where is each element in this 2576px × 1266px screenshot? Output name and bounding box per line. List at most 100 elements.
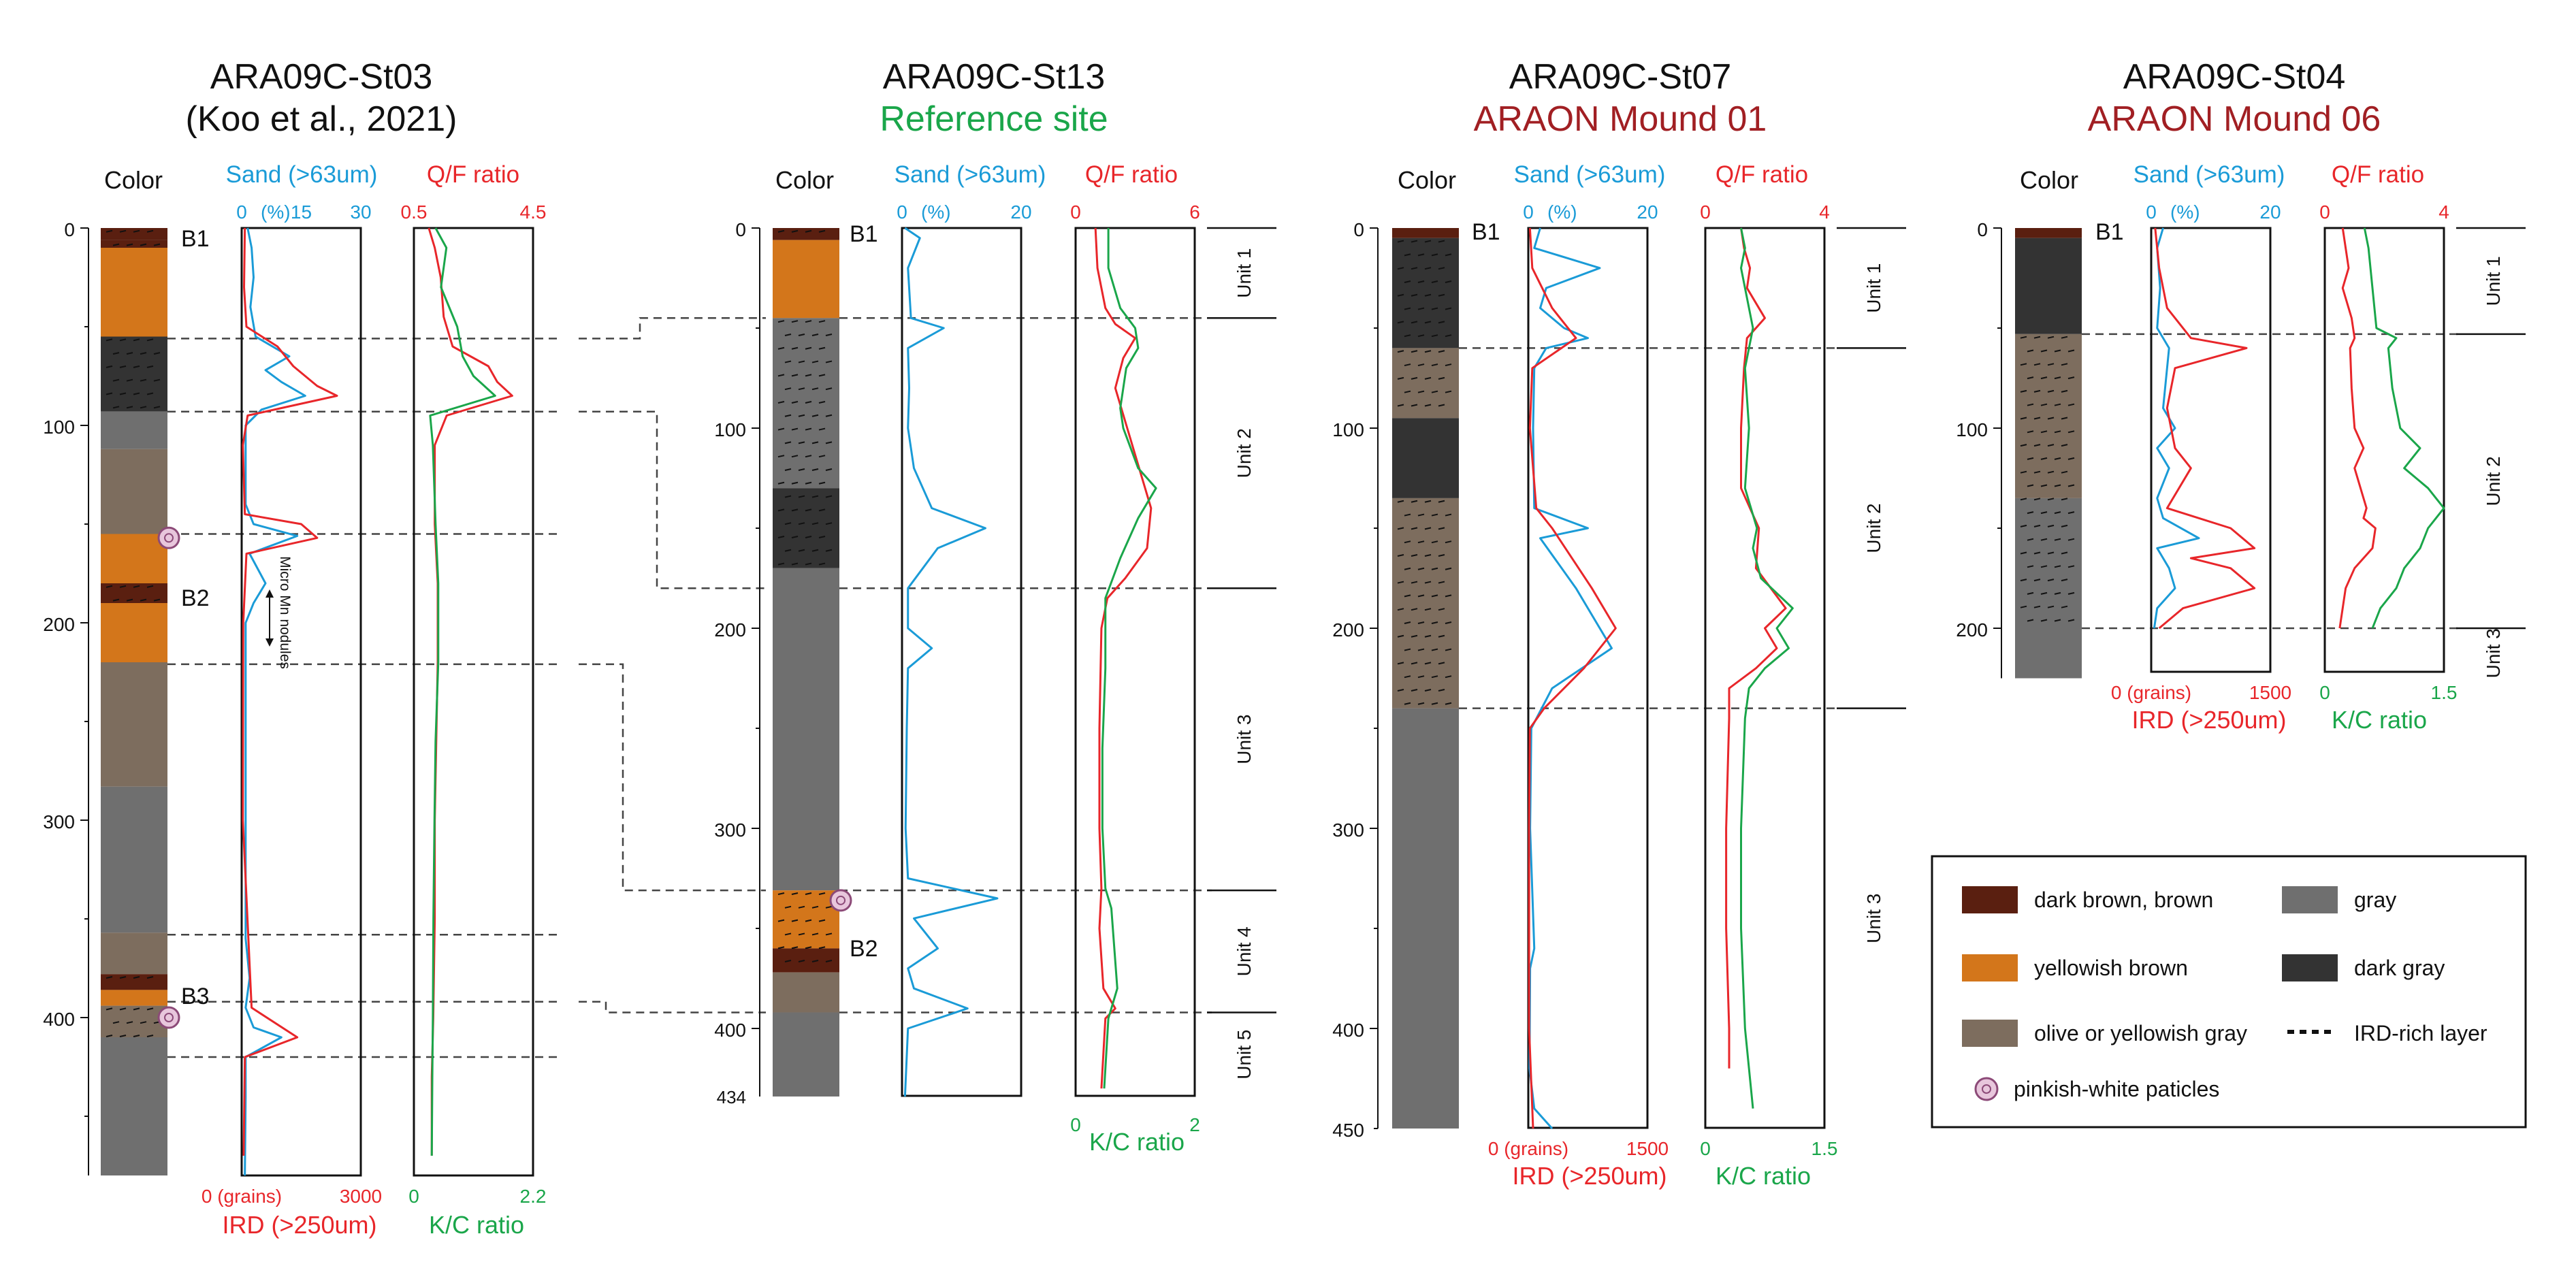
st13-ird-dash: [805, 481, 812, 485]
st03-ird-dash: [133, 365, 140, 368]
st13-ird-dash: [811, 441, 819, 444]
st03-ird-dash: [133, 392, 140, 395]
st07-ird-dash: [1424, 404, 1432, 407]
st07-sand-tick-0: 0: [1523, 201, 1534, 223]
st13-ird-dash: [811, 334, 819, 336]
core-st04-lithology: [2015, 228, 2082, 679]
st07-ird-dash: [1445, 390, 1452, 393]
st13-ird-dash: [818, 508, 826, 512]
st03-ird-dash: [106, 365, 113, 368]
st07-ird-dash: [1445, 675, 1452, 679]
st07-depth-label-0: 0: [1353, 219, 1364, 240]
st13-ird-dash: [777, 946, 785, 950]
legend-dash-5: [2287, 1030, 2294, 1034]
st13-ird-dash: [784, 414, 792, 417]
st03-ird-dash: [106, 338, 113, 342]
st13-ird-dash: [805, 562, 812, 566]
st13-ird-dash: [777, 562, 785, 566]
st03-ird-dash: [140, 406, 147, 409]
st04-ird-dash: [2040, 349, 2048, 353]
st04-ird-dash: [2040, 511, 2048, 515]
st07-ird-dash: [1445, 702, 1452, 705]
st13-ird-dash: [805, 229, 812, 233]
st04-ird-dash: [2054, 430, 2061, 434]
st07-ird-dash: [1411, 267, 1418, 270]
st07-lith-layer-2: [1392, 348, 1459, 419]
st07-ird-dash: [1397, 662, 1404, 665]
st03-ird-dash: [106, 1035, 113, 1037]
st13-ird-dash: [777, 427, 785, 431]
st04-ird-dash: [2040, 538, 2048, 541]
st07-ird-dash: [1411, 608, 1418, 611]
st07-ird-dash: [1417, 363, 1425, 367]
st03-ird-dash: [119, 229, 127, 233]
core-st04-sand-header: Sand (>63um): [2134, 161, 2285, 188]
st13-ird-dash: [825, 549, 833, 552]
st07-depth-label-100: 100: [1332, 419, 1364, 440]
st04-ird-dash: [2033, 470, 2041, 474]
core-st04-kc-axis: 0 1.5: [2319, 682, 2457, 703]
st07-ird-dash: [1417, 702, 1425, 705]
core-st03-qf-axis: 0.5 4.5: [401, 201, 547, 223]
core-st07-kc-axis: 0 1.5: [1700, 1138, 1837, 1159]
st07-sand-tick-max: 20: [1637, 201, 1658, 223]
st07-ird-dash: [1438, 500, 1445, 503]
st13-qf-tick-min: 0: [1070, 201, 1081, 223]
st07-ird-dash: [1411, 689, 1418, 692]
st07-ird-dash: [1404, 702, 1411, 705]
st13-unit-label-3: Unit 3: [1234, 715, 1255, 764]
st13-qf-curve: [1094, 227, 1153, 1089]
st13-ird-dash: [791, 427, 799, 431]
st03-ird-dash: [126, 243, 133, 246]
st03-depth-label-0: 0: [64, 219, 75, 240]
st13-ird-dash: [805, 508, 812, 512]
st07-ird-dash: [1404, 390, 1411, 393]
st07-ird-dash: [1424, 581, 1432, 584]
st04-ird-dash: [2033, 498, 2041, 501]
st07-lith-layer-5: [1392, 708, 1459, 1129]
st07-ird-dash: [1404, 648, 1411, 651]
st03-ird-dash: [146, 1035, 154, 1037]
st07-lith-layer-1: [1392, 238, 1459, 348]
st07-ird-dash: [1438, 404, 1445, 407]
st04-ird-dash: [2047, 524, 2055, 528]
st03-sand-tick-0: 0: [236, 201, 247, 223]
st13-sand-tick-max: 20: [1010, 201, 1031, 223]
core-st07-units: Unit 1 Unit 2 Unit 3: [1837, 227, 1906, 943]
st04-ird-dash: [2047, 336, 2055, 339]
core-st03-qf-header: Q/F ratio: [427, 161, 519, 188]
legend-label-5: IRD-rich layer: [2354, 1021, 2488, 1045]
st03-ird-dash: [112, 378, 120, 382]
st07-ird-dash: [1431, 567, 1438, 570]
st03-ird-dash: [106, 392, 113, 395]
st07-ird-dash: [1411, 350, 1418, 353]
st03-ird-dash: [133, 976, 140, 979]
st03-ird-dash: [146, 585, 154, 588]
core-st07-sand-header: Sand (>63um): [1514, 161, 1666, 188]
st07-ird-dash: [1445, 567, 1452, 570]
st03-ird-dash: [126, 598, 133, 602]
st03-ird-dash: [126, 378, 133, 382]
st07-ird-dash: [1424, 662, 1432, 665]
st07-ird-dash: [1404, 363, 1411, 367]
core-st04-bed-b1: B1: [2095, 219, 2124, 245]
st04-ird-dash: [2047, 551, 2055, 555]
st07-ird-dash: [1404, 253, 1411, 257]
st07-qf-curve: [1725, 227, 1787, 1069]
st04-sand-curve: [2153, 227, 2200, 629]
core-st03-qf-panel: [413, 227, 534, 1177]
st03-sand-tick-max: 30: [350, 201, 371, 223]
st13-ird-dash: [791, 481, 799, 485]
st04-ird-dash: [2047, 498, 2055, 501]
st13-ird-dash: [798, 360, 805, 363]
legend-dash-5: [2300, 1030, 2306, 1034]
core-st04-ird-header: IRD (>250um): [2131, 706, 2286, 734]
st04-ird-dash: [2027, 619, 2034, 622]
st03-lith-layer-13: [101, 990, 167, 1006]
st07-ird-dash: [1445, 621, 1452, 624]
st13-ird-dash: [791, 508, 799, 512]
st04-ird-dash: [2027, 565, 2034, 568]
core-st04-qf-panel: [2323, 227, 2445, 673]
core-st03-sand-panel: [240, 227, 362, 1177]
